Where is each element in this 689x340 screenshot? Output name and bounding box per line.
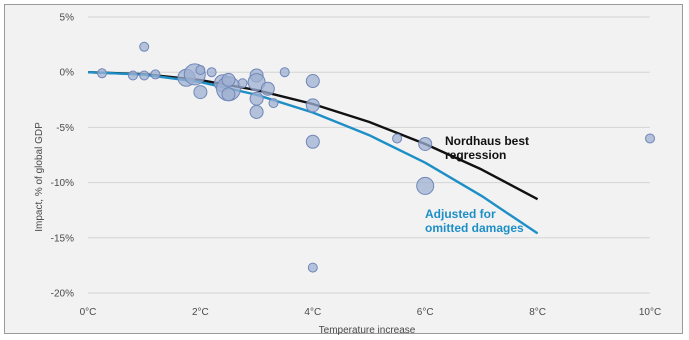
- data-point: [237, 78, 248, 89]
- x-tick-label: 4°C: [304, 307, 321, 318]
- series-line-adjusted: [87, 71, 539, 235]
- data-point: [206, 67, 217, 78]
- y-tick-label: -10%: [51, 178, 74, 189]
- data-point: [418, 136, 433, 151]
- annotation-adjusted: Adjusted for omitted damages: [425, 207, 524, 235]
- data-point: [97, 68, 108, 79]
- y-tick-label: 0%: [60, 68, 75, 79]
- data-point: [645, 133, 655, 144]
- x-tick-label: 8°C: [529, 307, 546, 318]
- data-point: [127, 70, 138, 81]
- tick-labels: 5% 0% -5% -10% -15% -20% 0°C 2°C 4°C 6°C 8°C 10°C: [51, 13, 662, 319]
- data-point: [195, 64, 206, 75]
- x-axis-title: Temperature increase: [319, 325, 416, 336]
- y-tick-label: -5%: [56, 123, 74, 134]
- data-point: [139, 70, 150, 81]
- y-tick-label: 5%: [60, 13, 75, 24]
- x-tick-label: 0°C: [80, 307, 97, 318]
- data-point: [392, 133, 403, 144]
- data-point: [221, 72, 236, 87]
- annotation-nordhaus-line-1: Nordhaus best: [445, 134, 529, 148]
- data-point: [249, 91, 264, 106]
- data-point: [247, 73, 266, 92]
- x-tick-label: 10°C: [639, 307, 661, 318]
- y-tick-label: -15%: [51, 233, 74, 244]
- data-point: [193, 85, 208, 100]
- data-point: [305, 134, 320, 149]
- annotation-adjusted-line-1: Adjusted for: [425, 207, 496, 221]
- x-tick-label: 2°C: [192, 307, 209, 318]
- data-point: [416, 176, 435, 195]
- data-point: [150, 69, 161, 80]
- data-point: [139, 41, 150, 52]
- annotation-adjusted-line-2: omitted damages: [425, 221, 524, 235]
- data-point: [249, 104, 264, 119]
- data-point: [260, 81, 275, 96]
- data-point: [279, 67, 290, 78]
- data-point: [307, 262, 318, 273]
- annotation-nordhaus-line-2: regression: [445, 148, 506, 162]
- data-point: [268, 98, 279, 109]
- data-point: [221, 87, 236, 102]
- y-axis-title: Impact, % of global GDP: [34, 122, 45, 232]
- y-tick-label: -20%: [51, 289, 74, 300]
- data-point: [305, 98, 320, 113]
- grid-lines: [88, 16, 650, 294]
- x-tick-label: 6°C: [417, 307, 434, 318]
- data-points: [97, 41, 655, 273]
- annotation-nordhaus: Nordhaus best regression: [445, 134, 532, 162]
- data-point: [305, 74, 320, 89]
- chart-frame: [4, 4, 683, 334]
